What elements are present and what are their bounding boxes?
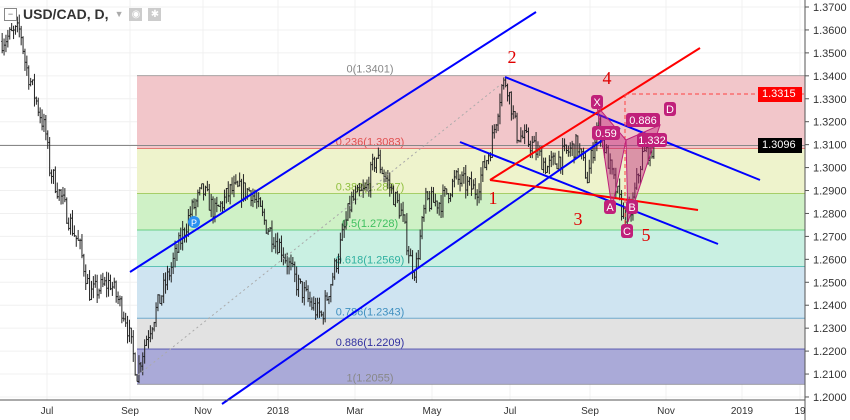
last-price-tag: 1.3096 bbox=[758, 138, 802, 153]
price-tick-label: 1.2400 bbox=[813, 300, 847, 312]
price-tick-label: 1.3500 bbox=[813, 48, 847, 60]
time-tick-label: Nov bbox=[194, 406, 212, 417]
wave-label: 2 bbox=[508, 47, 517, 67]
time-tick-label: 2019 bbox=[731, 406, 754, 417]
trend-dotted-line bbox=[137, 84, 501, 376]
eye-icon[interactable]: ◉ bbox=[129, 7, 143, 21]
symbol-title: USD/CAD, D, bbox=[23, 6, 109, 22]
pattern-label-D: D bbox=[666, 104, 674, 116]
gear-icon[interactable]: ✱ bbox=[148, 7, 162, 21]
pattern-label-bg bbox=[626, 113, 660, 127]
time-tick-label: 2018 bbox=[267, 406, 290, 417]
pattern-label-bg bbox=[591, 95, 603, 109]
price-tick-label: 1.3600 bbox=[813, 25, 847, 37]
fib-level-label: 0.618(1.2569) bbox=[336, 254, 405, 266]
wave-lower-line bbox=[489, 179, 699, 211]
pattern-label-xab: 0.59 bbox=[595, 128, 616, 140]
price-tick-label: 1.2800 bbox=[813, 208, 847, 220]
price-tick-label: 1.2300 bbox=[813, 323, 847, 335]
pattern-label-bg bbox=[621, 224, 633, 238]
time-tick-label: Jul bbox=[504, 406, 517, 417]
price-tick-label: 1.3400 bbox=[813, 71, 847, 83]
price-tick-label: 1.3000 bbox=[813, 163, 847, 175]
descending-lower-line bbox=[459, 141, 719, 245]
time-tick-label: Jul bbox=[41, 406, 54, 417]
price-tick-label: 1.3700 bbox=[813, 2, 847, 14]
pattern-label-B: B bbox=[628, 202, 635, 214]
fib-band bbox=[137, 318, 805, 350]
chart-legend: − USD/CAD, D, ▼ ◉ ✱ bbox=[4, 6, 162, 22]
pattern-label-xad: 0.886 bbox=[629, 115, 657, 127]
fib-band bbox=[137, 75, 805, 149]
fib-level-label: 0.236(1.3083) bbox=[336, 137, 405, 149]
fib-band bbox=[137, 266, 805, 319]
price-tick-label: 1.2500 bbox=[813, 277, 847, 289]
pattern-label-bg bbox=[637, 133, 667, 147]
price-tick-label: 1.2200 bbox=[813, 346, 847, 358]
price-tick-label: 1.3100 bbox=[813, 140, 847, 152]
pattern-label-X: X bbox=[593, 97, 601, 109]
price-tick-label: 1.2700 bbox=[813, 231, 847, 243]
fib-level-label: 1(1.2055) bbox=[346, 372, 393, 384]
fib-level-label: 0.382(1.2887) bbox=[336, 182, 405, 194]
time-tick-label: Sep bbox=[121, 406, 139, 417]
pattern-label-bcd: 1.332 bbox=[638, 135, 666, 147]
fib-band bbox=[137, 229, 805, 267]
price-tick-label: 1.2100 bbox=[813, 369, 847, 381]
channel-lower-line bbox=[221, 127, 621, 405]
pattern-label-bg bbox=[604, 200, 616, 214]
price-tick-label: 1.2000 bbox=[813, 392, 847, 404]
price-tick-label: 1.3200 bbox=[813, 117, 847, 129]
pattern-label-bg bbox=[664, 102, 676, 116]
wave-label: 5 bbox=[642, 225, 651, 245]
price-tick-label: 1.2900 bbox=[813, 186, 847, 198]
price-tick-label: 1.2600 bbox=[813, 254, 847, 266]
fib-band bbox=[137, 193, 805, 230]
time-tick-label: 19 bbox=[794, 406, 806, 417]
minus-square-icon[interactable]: − bbox=[4, 7, 17, 21]
pattern-label-A: A bbox=[606, 202, 614, 214]
wave-label: 1 bbox=[489, 188, 498, 208]
fib-band bbox=[137, 349, 805, 385]
wave-label: 4 bbox=[603, 68, 612, 88]
fib-level-label: 0.786(1.2343) bbox=[336, 306, 405, 318]
time-tick-label: May bbox=[423, 406, 442, 417]
caret-down-icon[interactable]: ▼ bbox=[114, 9, 124, 19]
time-tick-label: Nov bbox=[657, 406, 675, 417]
descending-upper-line bbox=[504, 76, 761, 181]
target-price-tag: 1.3315 bbox=[758, 87, 802, 102]
fib-level-label: 0.5(1.2728) bbox=[342, 218, 398, 230]
pattern-bcd-triangle bbox=[625, 124, 661, 223]
wave-label: 3 bbox=[574, 209, 583, 229]
fib-level-label: 0(1.3401) bbox=[346, 64, 393, 76]
wave-upper-line bbox=[489, 47, 701, 181]
price-tick-label: 1.3300 bbox=[813, 94, 847, 106]
pivot-marker-icon bbox=[188, 216, 200, 228]
pattern-label-bg bbox=[592, 126, 620, 140]
time-tick-label: Sep bbox=[581, 406, 599, 417]
pattern-label-C: C bbox=[623, 226, 631, 238]
fib-level-label: 0.886(1.2209) bbox=[336, 337, 405, 349]
time-tick-label: Mar bbox=[346, 406, 364, 417]
channel-upper-line bbox=[129, 11, 537, 273]
pattern-label-bg bbox=[626, 200, 638, 214]
pivot-marker-label: P bbox=[191, 218, 197, 228]
